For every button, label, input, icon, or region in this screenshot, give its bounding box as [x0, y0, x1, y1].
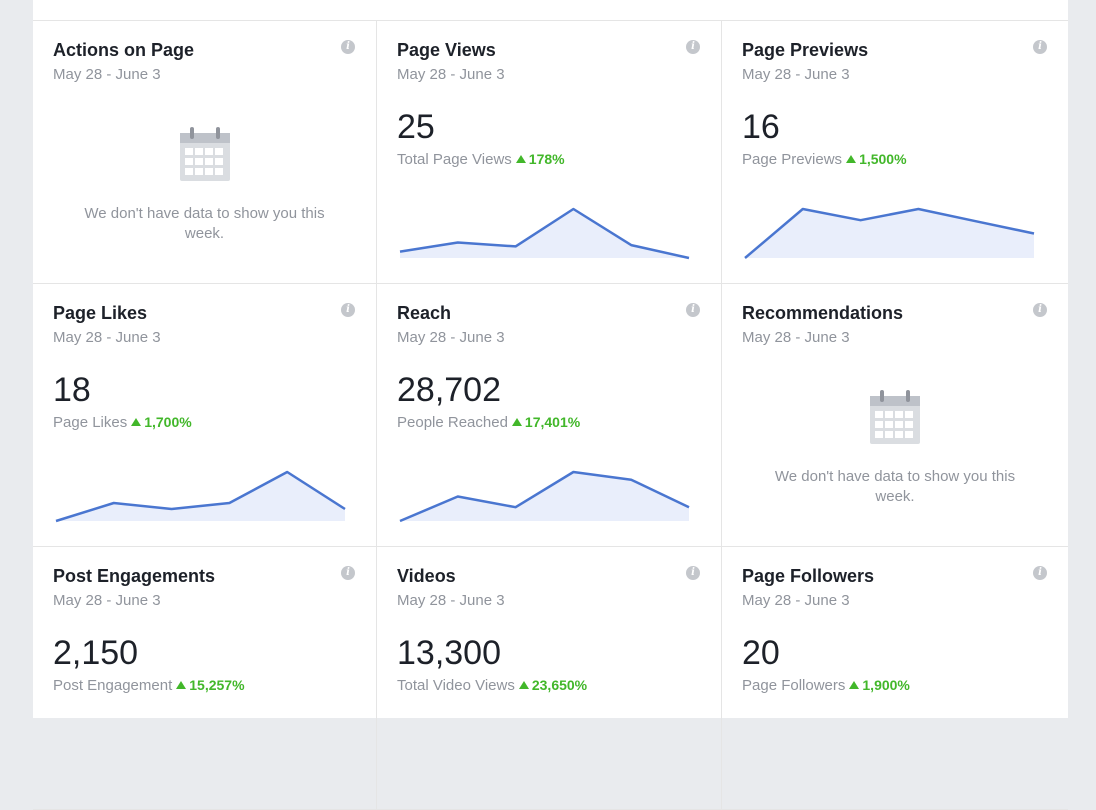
empty-state-message: We don't have data to show you this week…: [84, 205, 325, 242]
card-page-likes[interactable]: Page Likes May 28 - June 3 i 18 Page Lik…: [33, 284, 377, 547]
info-icon[interactable]: i: [686, 303, 700, 317]
sparkline-chart: [399, 207, 690, 260]
metric-value: 20: [742, 634, 780, 672]
sparkline-chart: [399, 470, 690, 523]
card-title: Actions on Page: [53, 40, 195, 60]
sparkline-area: [400, 472, 689, 521]
metric-value: 25: [397, 108, 435, 146]
empty-state-message: We don't have data to show you this week…: [774, 468, 1016, 505]
change-badge: 1,700%: [131, 414, 192, 430]
metric-value: 18: [53, 371, 91, 409]
up-arrow-icon: [846, 155, 857, 163]
up-arrow-icon: [131, 418, 142, 426]
change-value: 1,700%: [144, 414, 192, 430]
metric-label: Total Page Views: [397, 151, 512, 168]
card-videos[interactable]: Videos May 28 - June 3 i 13,300 Total Vi…: [377, 547, 722, 810]
up-arrow-icon: [515, 155, 526, 163]
metric-line: Total Video Views 23,650%: [397, 677, 587, 694]
change-badge: 23,650%: [518, 677, 588, 693]
change-value: 23,650%: [531, 677, 588, 693]
previous-section-strip: [33, 0, 1068, 21]
metric-line: Post Engagement 15,257%: [53, 677, 245, 694]
change-value: 1,500%: [859, 151, 907, 167]
sparkline-line: [399, 470, 690, 523]
change-value: 17,401%: [524, 414, 581, 430]
change-value: 15,257%: [189, 677, 245, 693]
info-icon[interactable]: i: [341, 566, 355, 580]
card-title: Post Engagements: [53, 566, 216, 586]
metric-line: Page Followers 1,900%: [742, 677, 910, 694]
metric-label: Post Engagement: [53, 677, 173, 694]
card-title: Page Previews: [742, 40, 869, 60]
sparkline-area: [400, 209, 689, 258]
change-value: 1,900%: [862, 677, 910, 693]
metric-line: People Reached 17,401%: [397, 414, 580, 431]
change-value: 178%: [528, 151, 565, 167]
sparkline-area: [745, 209, 1034, 258]
up-arrow-icon: [511, 418, 522, 426]
calendar-icon: [870, 390, 920, 444]
empty-state: [33, 125, 376, 188]
insights-card-grid: Actions on Page May 28 - June 3 i We don…: [33, 21, 1068, 810]
sparkline-chart: [55, 470, 346, 523]
card-reach[interactable]: Reach May 28 - June 3 i 28,702 People Re…: [377, 284, 722, 547]
sparkline-line: [744, 207, 1035, 259]
card-title: Page Likes: [53, 303, 148, 323]
card-date-range: May 28 - June 3: [742, 592, 850, 609]
metric-value: 28,702: [397, 371, 501, 409]
info-icon[interactable]: i: [341, 40, 355, 54]
metric-label: Page Followers: [742, 677, 846, 694]
card-date-range: May 28 - June 3: [53, 329, 161, 346]
card-page-previews[interactable]: Page Previews May 28 - June 3 i 16 Page …: [722, 21, 1068, 284]
metric-label: Page Previews: [742, 151, 843, 168]
up-arrow-icon: [518, 681, 529, 689]
card-title: Page Views: [397, 40, 496, 60]
change-badge: 17,401%: [511, 414, 581, 430]
card-date-range: May 28 - June 3: [53, 592, 161, 609]
metric-line: Page Likes 1,700%: [53, 414, 192, 431]
empty-state: [722, 388, 1068, 451]
card-title: Videos: [397, 566, 456, 586]
sparkline-line: [55, 470, 346, 523]
info-icon[interactable]: i: [1033, 303, 1047, 317]
insights-panel: Actions on Page May 28 - June 3 i We don…: [33, 0, 1068, 810]
sparkline-line: [399, 207, 690, 260]
card-date-range: May 28 - June 3: [742, 329, 850, 346]
card-date-range: May 28 - June 3: [397, 329, 505, 346]
metric-value: 13,300: [397, 634, 501, 672]
calendar-icon: [179, 127, 230, 181]
sparkline-chart: [744, 207, 1035, 259]
card-date-range: May 28 - June 3: [742, 66, 850, 83]
metric-line: Total Page Views 178%: [397, 151, 565, 168]
card-page-followers[interactable]: Page Followers May 28 - June 3 i 20 Page…: [722, 547, 1068, 810]
change-badge: 1,900%: [849, 677, 910, 693]
sparkline-area: [56, 472, 345, 521]
card-recommendations[interactable]: Recommendations May 28 - June 3 i We don…: [722, 284, 1068, 547]
info-icon[interactable]: i: [1033, 566, 1047, 580]
info-icon[interactable]: i: [686, 40, 700, 54]
up-arrow-icon: [849, 681, 860, 689]
up-arrow-icon: [176, 681, 187, 689]
metric-value: 2,150: [53, 634, 139, 672]
metric-label: People Reached: [397, 414, 508, 431]
card-post-engagements[interactable]: Post Engagements May 28 - June 3 i 2,150…: [33, 547, 377, 810]
change-badge: 1,500%: [846, 151, 907, 167]
change-badge: 178%: [515, 151, 565, 167]
card-date-range: May 28 - June 3: [397, 66, 505, 83]
info-icon[interactable]: i: [341, 303, 355, 317]
metric-line: Page Previews 1,500%: [742, 151, 907, 168]
card-date-range: May 28 - June 3: [397, 592, 505, 609]
change-badge: 15,257%: [176, 677, 245, 693]
card-title: Page Followers: [742, 566, 875, 586]
metric-value: 16: [742, 108, 780, 146]
card-page-views[interactable]: Page Views May 28 - June 3 i 25 Total Pa…: [377, 21, 722, 284]
metric-label: Total Video Views: [397, 677, 515, 694]
info-icon[interactable]: i: [1033, 40, 1047, 54]
card-title: Recommendations: [742, 303, 904, 323]
info-icon[interactable]: i: [686, 566, 700, 580]
card-actions-on-page[interactable]: Actions on Page May 28 - June 3 i We don…: [33, 21, 377, 284]
card-date-range: May 28 - June 3: [53, 66, 161, 83]
card-title: Reach: [397, 303, 452, 323]
metric-label: Page Likes: [53, 414, 128, 431]
